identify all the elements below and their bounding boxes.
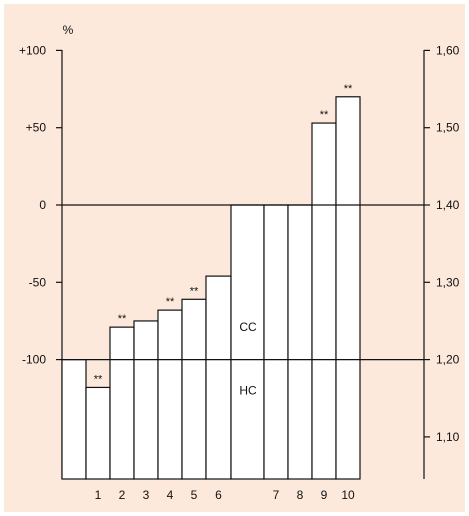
category-label: 4 <box>167 488 174 502</box>
band-label: CC <box>239 320 257 334</box>
bar <box>287 204 313 480</box>
chart-panel: %+100+500-50-1001,701,601,501,401,301,20… <box>4 4 465 512</box>
bar <box>109 326 135 480</box>
bar <box>230 204 265 480</box>
category-label: 6 <box>215 488 222 502</box>
bar <box>311 122 337 480</box>
significance-label: ** <box>94 373 103 385</box>
category-label: 2 <box>119 488 126 502</box>
left-tick-label: -100 <box>22 353 46 367</box>
bar <box>133 320 159 480</box>
bar <box>85 386 111 480</box>
right-tick-label: 1,60 <box>436 43 460 57</box>
category-label: 9 <box>321 488 328 502</box>
significance-label: ** <box>190 285 199 297</box>
bar <box>157 309 183 480</box>
left-tick-label: 0 <box>39 198 46 212</box>
right-tick-label: 1,30 <box>436 275 460 289</box>
category-label: 10 <box>341 488 355 502</box>
bar <box>61 359 87 480</box>
significance-label: ** <box>320 109 329 121</box>
bar <box>205 275 232 480</box>
right-tick-label: 1,20 <box>436 353 460 367</box>
significance-label: ** <box>118 313 127 325</box>
category-label: 7 <box>273 488 280 502</box>
right-tick-label: 1,40 <box>436 198 460 212</box>
left-tick-label: +100 <box>19 43 46 57</box>
left-tick-label: +50 <box>26 121 47 135</box>
category-label: 1 <box>95 488 102 502</box>
y-unit-label: % <box>63 23 74 37</box>
right-tick-label: 1,50 <box>436 121 460 135</box>
significance-label: ** <box>166 296 175 308</box>
right-tick-label: 1,10 <box>436 430 460 444</box>
bar <box>263 204 289 480</box>
significance-label: ** <box>344 83 353 95</box>
category-label: 3 <box>143 488 150 502</box>
bar-chart: %+100+500-50-1001,701,601,501,401,301,20… <box>19 23 460 502</box>
category-label: 5 <box>191 488 198 502</box>
bar <box>181 298 207 480</box>
left-tick-label: -50 <box>29 275 47 289</box>
category-label: 8 <box>297 488 304 502</box>
band-label: HC <box>239 384 257 398</box>
bar <box>335 96 361 480</box>
